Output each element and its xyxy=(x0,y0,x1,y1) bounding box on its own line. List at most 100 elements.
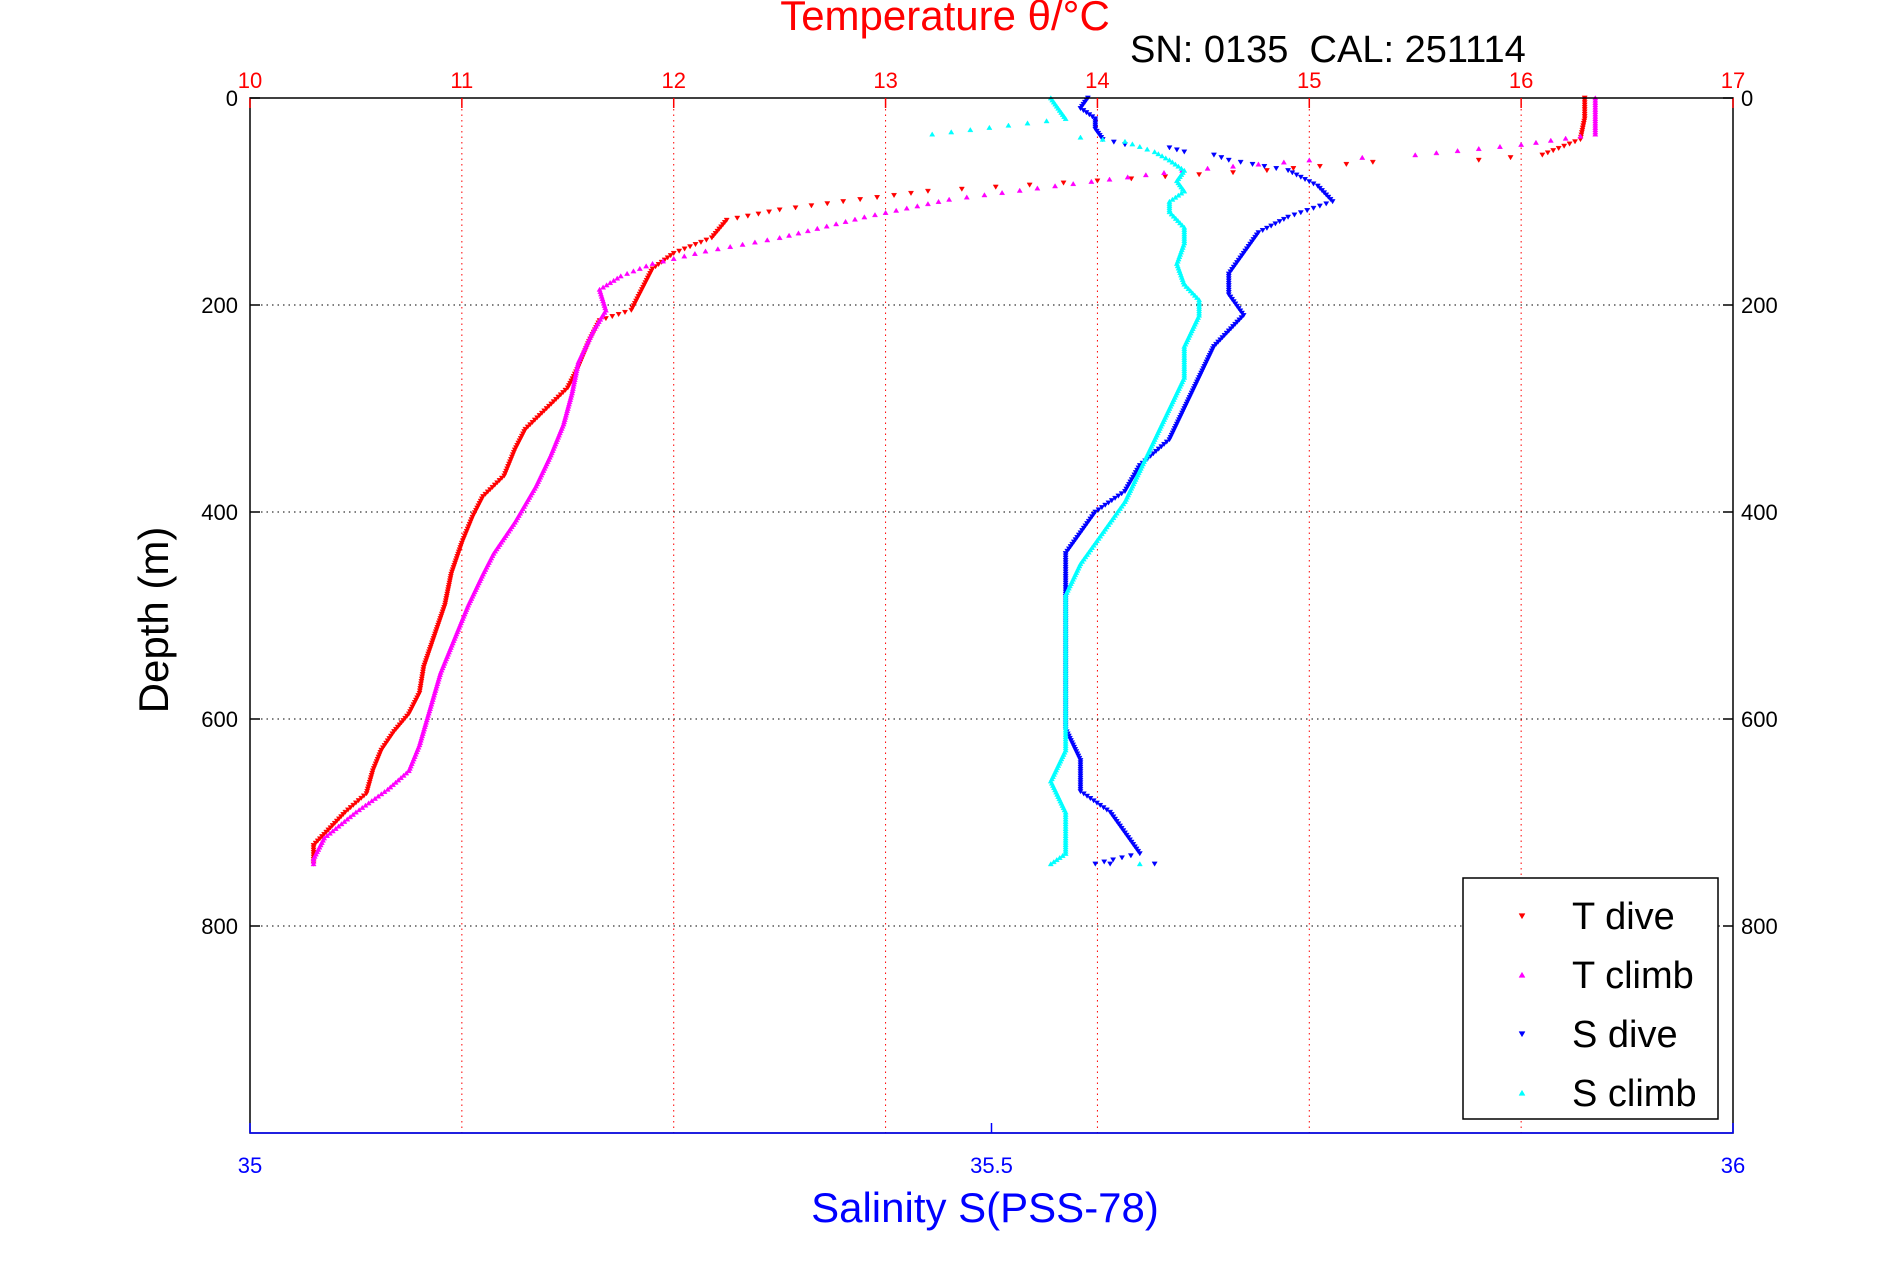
legend: T dive T climb S dive S climb xyxy=(1462,877,1719,1120)
data-point xyxy=(332,825,339,831)
data-point xyxy=(1077,134,1084,140)
data-point xyxy=(903,205,910,211)
chart-annotation: SN: 0135 CAL: 251114 xyxy=(1130,29,1526,71)
data-point xyxy=(1544,150,1551,156)
data-point xyxy=(776,207,783,213)
data-point xyxy=(1043,118,1050,124)
data-point xyxy=(1572,139,1578,145)
data-point xyxy=(1024,120,1031,126)
legend-label: T climb xyxy=(1572,955,1694,997)
data-point xyxy=(324,832,330,838)
data-point xyxy=(359,804,366,810)
data-point xyxy=(992,184,999,190)
data-point xyxy=(1106,176,1113,182)
data-point xyxy=(329,828,336,834)
data-point xyxy=(1539,152,1546,158)
data-point xyxy=(628,307,635,313)
data-point xyxy=(1101,859,1108,865)
data-point xyxy=(1550,148,1557,154)
data-point xyxy=(1136,143,1143,149)
data-point xyxy=(1052,183,1059,189)
data-point xyxy=(341,818,348,824)
data-point xyxy=(1555,145,1562,152)
data-point xyxy=(1259,228,1266,234)
chart-title: Temperature θ/°C xyxy=(780,0,1110,39)
data-point xyxy=(1062,850,1069,856)
data-point xyxy=(1249,161,1256,167)
data-point xyxy=(1159,153,1165,159)
data-point xyxy=(375,793,382,799)
data-point xyxy=(1263,168,1270,174)
data-point xyxy=(703,237,710,243)
data-point xyxy=(1359,154,1366,160)
data-point xyxy=(1172,194,1179,200)
legend-marker xyxy=(1518,913,1526,920)
depth-tick-label-right: 400 xyxy=(1741,500,1778,525)
data-point xyxy=(1062,115,1069,121)
data-point xyxy=(1151,861,1158,867)
data-point xyxy=(1175,163,1182,169)
data-point xyxy=(1475,145,1482,151)
data-point xyxy=(368,798,375,804)
data-point xyxy=(824,201,831,207)
data-point xyxy=(893,207,900,213)
data-point xyxy=(614,275,621,281)
legend-box xyxy=(1462,877,1719,1120)
depth-tick-label-left: 800 xyxy=(201,914,238,939)
data-point xyxy=(636,265,643,271)
data-point xyxy=(1056,854,1063,860)
data-point xyxy=(1273,166,1280,172)
data-point xyxy=(857,197,864,203)
data-point xyxy=(1204,165,1211,171)
data-point xyxy=(630,268,637,274)
x-axis-label: Salinity S(PSS-78) xyxy=(811,1184,1159,1231)
data-point xyxy=(1119,855,1125,861)
data-point xyxy=(1099,136,1106,142)
data-point xyxy=(1169,159,1176,165)
data-point xyxy=(861,214,868,220)
data-point xyxy=(362,802,369,808)
data-point xyxy=(400,772,407,778)
data-point xyxy=(929,131,936,137)
data-point xyxy=(1316,203,1323,209)
data-point xyxy=(395,777,402,783)
data-point xyxy=(1475,157,1482,163)
data-point xyxy=(935,198,942,204)
data-point xyxy=(1306,179,1313,185)
depth-tick-label-right: 200 xyxy=(1741,293,1778,318)
data-point xyxy=(1178,165,1185,171)
salinity-tick-label: 35 xyxy=(238,1153,262,1178)
depth-tick-label-left: 600 xyxy=(201,707,238,732)
data-point xyxy=(840,199,847,205)
data-point xyxy=(1129,141,1136,147)
legend-label: T dive xyxy=(1572,896,1675,938)
data-point xyxy=(1181,149,1188,155)
data-point xyxy=(1178,190,1185,196)
data-point xyxy=(967,127,974,133)
data-point xyxy=(698,239,704,245)
data-point xyxy=(610,277,617,283)
data-point xyxy=(1070,181,1077,187)
data-point xyxy=(1166,157,1173,163)
data-point xyxy=(958,186,965,192)
data-point xyxy=(609,314,616,320)
data-point xyxy=(981,192,988,198)
depth-tick-label-left: 0 xyxy=(226,86,238,111)
y-axis-label: Depth (m) xyxy=(130,527,177,714)
data-point xyxy=(1268,223,1275,229)
data-point xyxy=(1110,857,1117,863)
depth-tick-label-left: 200 xyxy=(201,293,238,318)
data-point xyxy=(1026,182,1033,188)
data-point xyxy=(1592,131,1599,137)
data-point xyxy=(891,193,897,199)
data-point xyxy=(681,246,688,252)
depth-tick-label-right: 800 xyxy=(1741,914,1778,939)
data-point xyxy=(804,228,811,234)
data-point xyxy=(1297,174,1304,180)
data-point xyxy=(1566,141,1573,147)
data-point xyxy=(702,248,709,254)
temperature-tick-label: 15 xyxy=(1297,68,1321,93)
data-point xyxy=(1136,861,1143,867)
data-point xyxy=(1293,172,1300,178)
data-point xyxy=(1136,851,1143,857)
